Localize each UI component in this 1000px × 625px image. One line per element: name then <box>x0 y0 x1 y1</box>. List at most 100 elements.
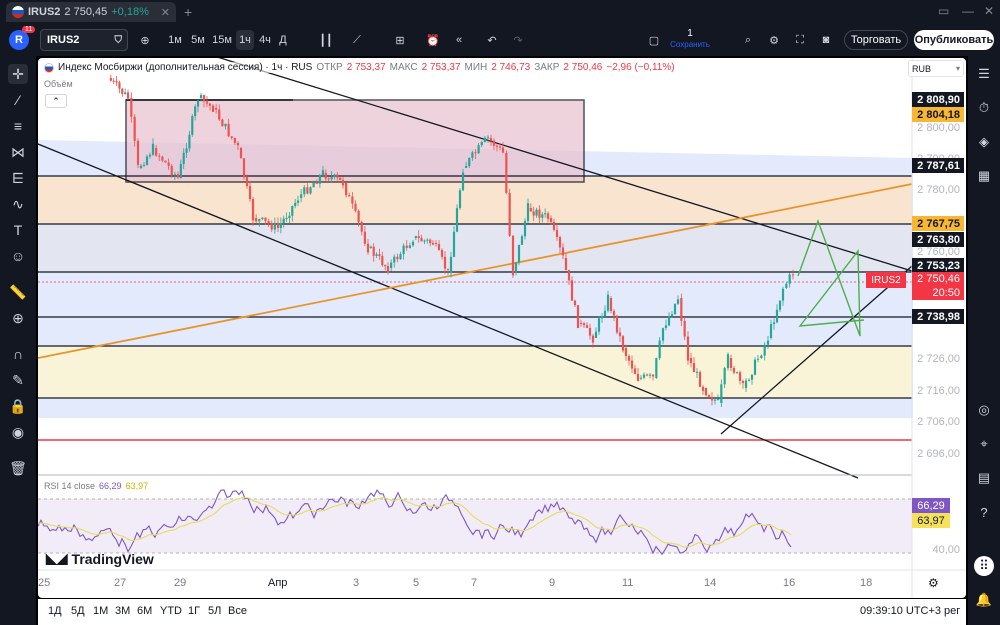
templates-icon[interactable]: ⊞ <box>395 34 405 47</box>
quick-search-icon[interactable]: ⌕ <box>744 33 752 46</box>
interval-day[interactable]: Д <box>279 34 287 46</box>
window-close-icon[interactable]: ✕ <box>984 4 995 18</box>
watchlist-icon[interactable]: ☰ <box>978 66 990 81</box>
interval-1h[interactable]: 1ч <box>236 30 254 50</box>
price-level-label[interactable]: 2 804,18 <box>912 107 964 122</box>
candle-body <box>639 377 643 379</box>
interval-5m[interactable]: 5м <box>191 34 205 46</box>
trend-line-icon[interactable]: ⁄ <box>16 92 20 108</box>
range-all[interactable]: Все <box>228 605 247 617</box>
new-tab-icon[interactable]: + <box>184 4 193 20</box>
pitchfork-icon[interactable]: ⋈ <box>11 143 25 160</box>
alert-icon[interactable]: ⏰ <box>426 34 440 47</box>
indicators-icon[interactable]: ⟋ <box>353 33 361 46</box>
interval-15m[interactable]: 15м <box>212 34 232 46</box>
lock-drawing-icon[interactable]: ✎ <box>12 371 24 388</box>
ideas-icon[interactable]: ▦ <box>977 168 991 183</box>
emoji-icon[interactable]: ☺ <box>10 248 26 264</box>
trash-icon[interactable]: 🗑 <box>9 459 27 476</box>
add-symbol-icon[interactable]: ⊕ <box>140 34 150 47</box>
range-1d[interactable]: 1Д <box>48 605 62 617</box>
candle-body <box>753 359 757 375</box>
zoom-icon[interactable]: ⊕ <box>12 309 24 326</box>
range-1m[interactable]: 1М <box>93 605 109 617</box>
crosshair-icon[interactable]: ✛ <box>8 64 28 84</box>
text-icon[interactable]: T <box>13 222 23 238</box>
forecast-path[interactable] <box>797 218 865 337</box>
candle-body <box>426 239 429 241</box>
redo-icon[interactable]: ↷ <box>513 34 523 47</box>
candle-body <box>218 109 221 120</box>
calendar-icon[interactable]: ⌖ <box>980 436 988 451</box>
volume-label[interactable]: Объём <box>44 79 73 89</box>
browser-tab[interactable]: IRUS2 2 750,45 +0,18% ✕ <box>6 2 176 22</box>
magnet-icon[interactable]: ∩ <box>12 346 24 362</box>
chart-canvas[interactable] <box>38 58 966 598</box>
replay-icon[interactable]: « <box>455 34 463 46</box>
clock[interactable]: 09:39:10 UTC+3 <box>860 605 942 617</box>
publish-button[interactable]: Опубликовать <box>914 30 994 50</box>
candle-body <box>211 105 215 112</box>
support-zone <box>38 346 912 398</box>
save-button[interactable]: 1 Сохранить <box>668 28 712 50</box>
symbol-options-icon[interactable]: ⛉ <box>114 34 123 46</box>
candle-body <box>300 194 303 198</box>
range-3m[interactable]: 3М <box>115 605 131 617</box>
settings-icon[interactable]: ⚙ <box>769 34 779 47</box>
candle-body <box>124 92 127 94</box>
symbol-search[interactable]: IRUS2 ⛉ <box>40 29 128 51</box>
chart-panel[interactable]: Индекс Мосбиржи (дополнительная сессия) … <box>38 58 966 598</box>
ruler-icon[interactable]: 📏 <box>9 283 27 300</box>
horizontal-lines-icon[interactable]: ≡ <box>13 118 23 134</box>
fib-icon[interactable]: ⋿ <box>11 169 25 186</box>
user-avatar[interactable]: R <box>9 30 29 50</box>
rectangle-drawing[interactable] <box>125 99 585 183</box>
help-icon[interactable]: ? <box>980 504 988 520</box>
close-tab-icon[interactable]: ✕ <box>160 6 170 19</box>
range-ytd[interactable]: YTD <box>160 605 182 617</box>
apps-icon[interactable]: ⠿ <box>974 556 994 576</box>
orange-trend-line[interactable] <box>38 183 913 359</box>
chart-legend[interactable]: Индекс Мосбиржи (дополнительная сессия) … <box>44 62 675 73</box>
chat-icon[interactable]: ▤ <box>977 470 991 485</box>
rsi-legend[interactable]: RSI 14 close 66,29 63,97 <box>44 481 148 491</box>
channel-top-line[interactable] <box>188 58 913 272</box>
support-trend-line[interactable] <box>720 265 913 435</box>
hotlists-icon[interactable]: ◎ <box>978 402 990 417</box>
trade-button[interactable]: Торговать <box>844 30 908 50</box>
candle-body <box>723 368 726 385</box>
patterns-icon[interactable]: ∿ <box>12 195 24 212</box>
tradingview-logo[interactable]: ◣◢ TradingView <box>46 550 154 567</box>
price-level-label[interactable]: 2 763,80 <box>912 232 964 247</box>
price-level-label[interactable]: 2 808,90 <box>912 92 964 107</box>
layout-select-icon[interactable]: ▢ <box>648 34 660 47</box>
candles-icon[interactable]: ┃┃ <box>319 34 333 47</box>
undo-icon[interactable]: ↶ <box>487 34 497 47</box>
price-level-label[interactable]: 2 738,98 <box>912 309 964 324</box>
channel-bottom-line[interactable] <box>38 143 859 479</box>
minimize-icon[interactable]: — <box>962 4 974 18</box>
range-1y[interactable]: 1Г <box>188 605 201 617</box>
notifications-icon[interactable]: 🔔 <box>975 592 993 607</box>
session-mode[interactable]: рег <box>944 605 961 617</box>
price-level-label[interactable]: 2 787,61 <box>912 158 964 173</box>
price-level-label[interactable]: 2 767,75 <box>912 216 964 231</box>
alerts-icon[interactable]: ⏱ <box>978 100 990 115</box>
chart-settings-icon[interactable]: ⚙ <box>928 576 939 590</box>
candle-body <box>636 373 640 381</box>
interval-1m[interactable]: 1м <box>168 34 182 46</box>
collapse-legend-button[interactable]: ⌃ <box>45 94 67 108</box>
price-level-label[interactable]: 2 753,23 <box>912 258 964 273</box>
lock-icon[interactable]: 🔒 <box>9 397 27 414</box>
snapshot-icon[interactable]: ◙ <box>822 34 830 46</box>
range-5y[interactable]: 5Л <box>208 605 222 617</box>
range-5d[interactable]: 5Д <box>71 605 85 617</box>
layout-icon[interactable]: ▭ <box>938 4 950 18</box>
interval-4h[interactable]: 4ч <box>259 34 271 46</box>
range-6m[interactable]: 6М <box>137 605 153 617</box>
candle-body <box>276 222 280 228</box>
fullscreen-icon[interactable]: ⛶ <box>796 33 804 46</box>
visibility-icon[interactable]: ◉ <box>11 423 25 440</box>
currency-select[interactable]: RUB ▾ <box>908 60 964 77</box>
layers-icon[interactable]: ◈ <box>979 134 989 149</box>
